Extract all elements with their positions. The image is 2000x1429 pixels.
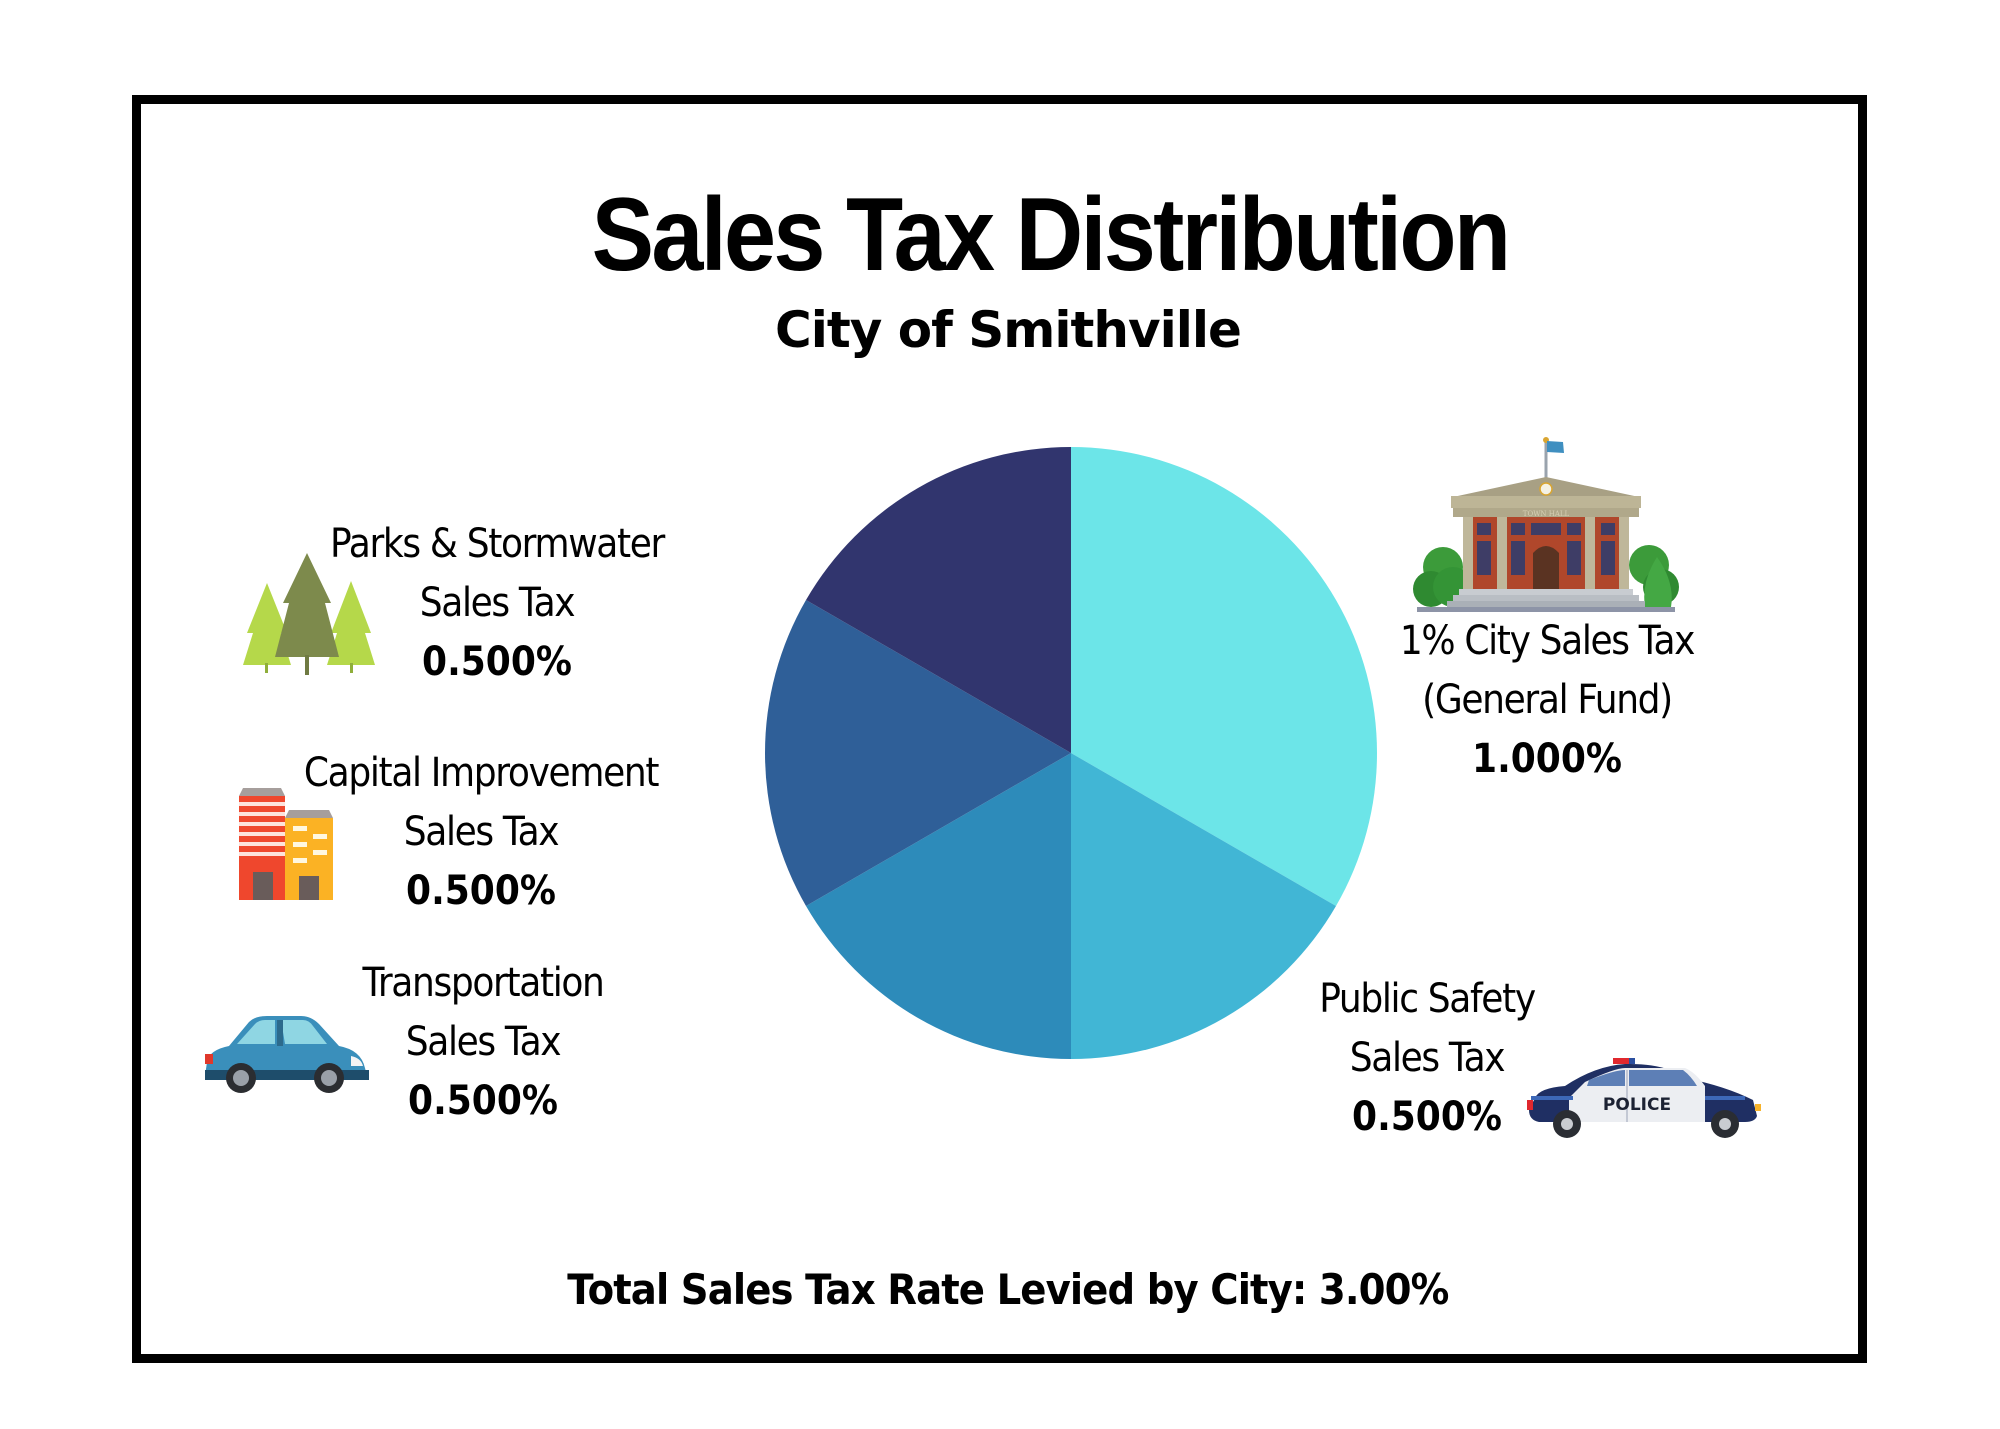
label-value: 0.500% [406, 868, 556, 914]
police-car-icon: POLICE [1527, 1058, 1761, 1138]
label-line-2: (General Fund) [1422, 677, 1673, 723]
label-parks-stormwater: Parks & Stormwater Sales Tax 0.500% [317, 515, 677, 692]
town-hall-icon: TOWN HALL [1413, 437, 1679, 612]
label-line-1: Parks & Stormwater [329, 521, 665, 567]
slice-transportation [806, 753, 1071, 1059]
label-value: 1.000% [1472, 736, 1622, 782]
car-icon [205, 1016, 369, 1093]
label-line-1: Capital Improvement [303, 750, 660, 796]
label-value: 0.500% [1352, 1094, 1502, 1140]
label-line-1: Transportation [362, 960, 604, 1006]
trees-icon [243, 553, 375, 675]
pie-chart [765, 447, 1377, 1059]
label-value: 0.500% [422, 639, 572, 685]
buildings-icon [239, 788, 333, 900]
label-line-2: Sales Tax [405, 1019, 562, 1065]
label-line-1: Public Safety [1319, 976, 1536, 1022]
label-line-1: 1% City Sales Tax [1399, 618, 1696, 664]
total-rate: Total Sales Tax Rate Levied by City: 3.0… [0, 1262, 2000, 1318]
slice-public-safety [1071, 753, 1336, 1059]
subtitle-text: City of Smithville [775, 301, 1242, 359]
svg-text:TOWN HALL: TOWN HALL [1523, 510, 1570, 518]
title-text: Sales Tax Distribution [591, 177, 1511, 293]
label-general-fund: 1% City Sales Tax (General Fund) 1.000% [1367, 612, 1727, 789]
label-line-2: Sales Tax [403, 809, 560, 855]
infographic-frame [132, 95, 1867, 1363]
page-subtitle: City of Smithville [0, 300, 2000, 360]
label-transportation: Transportation Sales Tax 0.500% [303, 954, 663, 1131]
label-public-safety: Public Safety Sales Tax 0.500% [1247, 970, 1607, 1147]
label-value: 0.500% [408, 1078, 558, 1124]
page-title: Sales Tax Distribution [105, 180, 1905, 290]
svg-text:POLICE: POLICE [1603, 1095, 1671, 1115]
label-line-2: Sales Tax [419, 580, 576, 626]
slice-capital-improvement [765, 600, 1071, 906]
total-rate-text: Total Sales Tax Rate Levied by City: 3.0… [567, 1265, 1449, 1314]
label-line-2: Sales Tax [1349, 1035, 1506, 1081]
label-capital-improvement: Capital Improvement Sales Tax 0.500% [301, 744, 661, 921]
slice-parks-stormwater [806, 447, 1071, 753]
slice-general-fund [1071, 447, 1377, 906]
